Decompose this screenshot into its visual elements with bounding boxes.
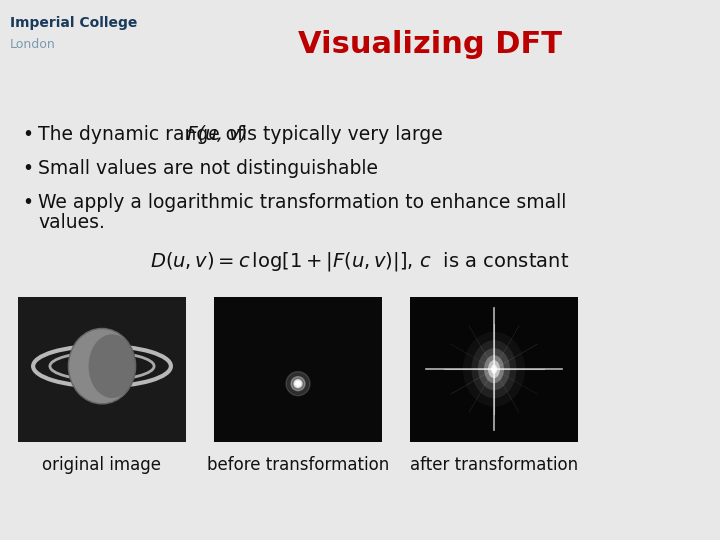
Ellipse shape xyxy=(68,328,135,404)
Text: values.: values. xyxy=(38,213,105,232)
Ellipse shape xyxy=(491,364,497,374)
Ellipse shape xyxy=(488,360,500,378)
Text: original image: original image xyxy=(42,456,161,474)
Ellipse shape xyxy=(484,355,504,383)
Text: The dynamic range of: The dynamic range of xyxy=(38,125,250,144)
Ellipse shape xyxy=(472,340,516,398)
Ellipse shape xyxy=(89,334,135,398)
Bar xyxy=(18,296,186,442)
Text: •: • xyxy=(22,159,33,178)
Text: We apply a logarithmic transformation to enhance small: We apply a logarithmic transformation to… xyxy=(38,193,567,212)
Text: $D(u,v) = c\,\log[1+|F(u,v)|],\,c$  is a constant: $D(u,v) = c\,\log[1+|F(u,v)|],\,c$ is a … xyxy=(150,250,570,273)
Ellipse shape xyxy=(492,367,495,371)
Text: •: • xyxy=(22,125,33,144)
Text: Imperial College: Imperial College xyxy=(10,16,138,30)
Text: before transformation: before transformation xyxy=(207,456,389,474)
Text: is typically very large: is typically very large xyxy=(236,125,443,144)
Bar xyxy=(214,296,382,442)
Ellipse shape xyxy=(47,351,158,381)
Text: F(u, v): F(u, v) xyxy=(187,125,248,144)
Circle shape xyxy=(295,381,300,386)
Circle shape xyxy=(286,372,310,396)
Text: •: • xyxy=(22,193,33,212)
Circle shape xyxy=(291,377,305,390)
Text: after transformation: after transformation xyxy=(410,456,578,474)
Circle shape xyxy=(294,380,302,388)
Text: Visualizing DFT: Visualizing DFT xyxy=(298,30,562,59)
Ellipse shape xyxy=(478,348,510,390)
Bar xyxy=(410,296,578,442)
Text: London: London xyxy=(10,38,55,51)
Text: Small values are not distinguishable: Small values are not distinguishable xyxy=(38,159,378,178)
